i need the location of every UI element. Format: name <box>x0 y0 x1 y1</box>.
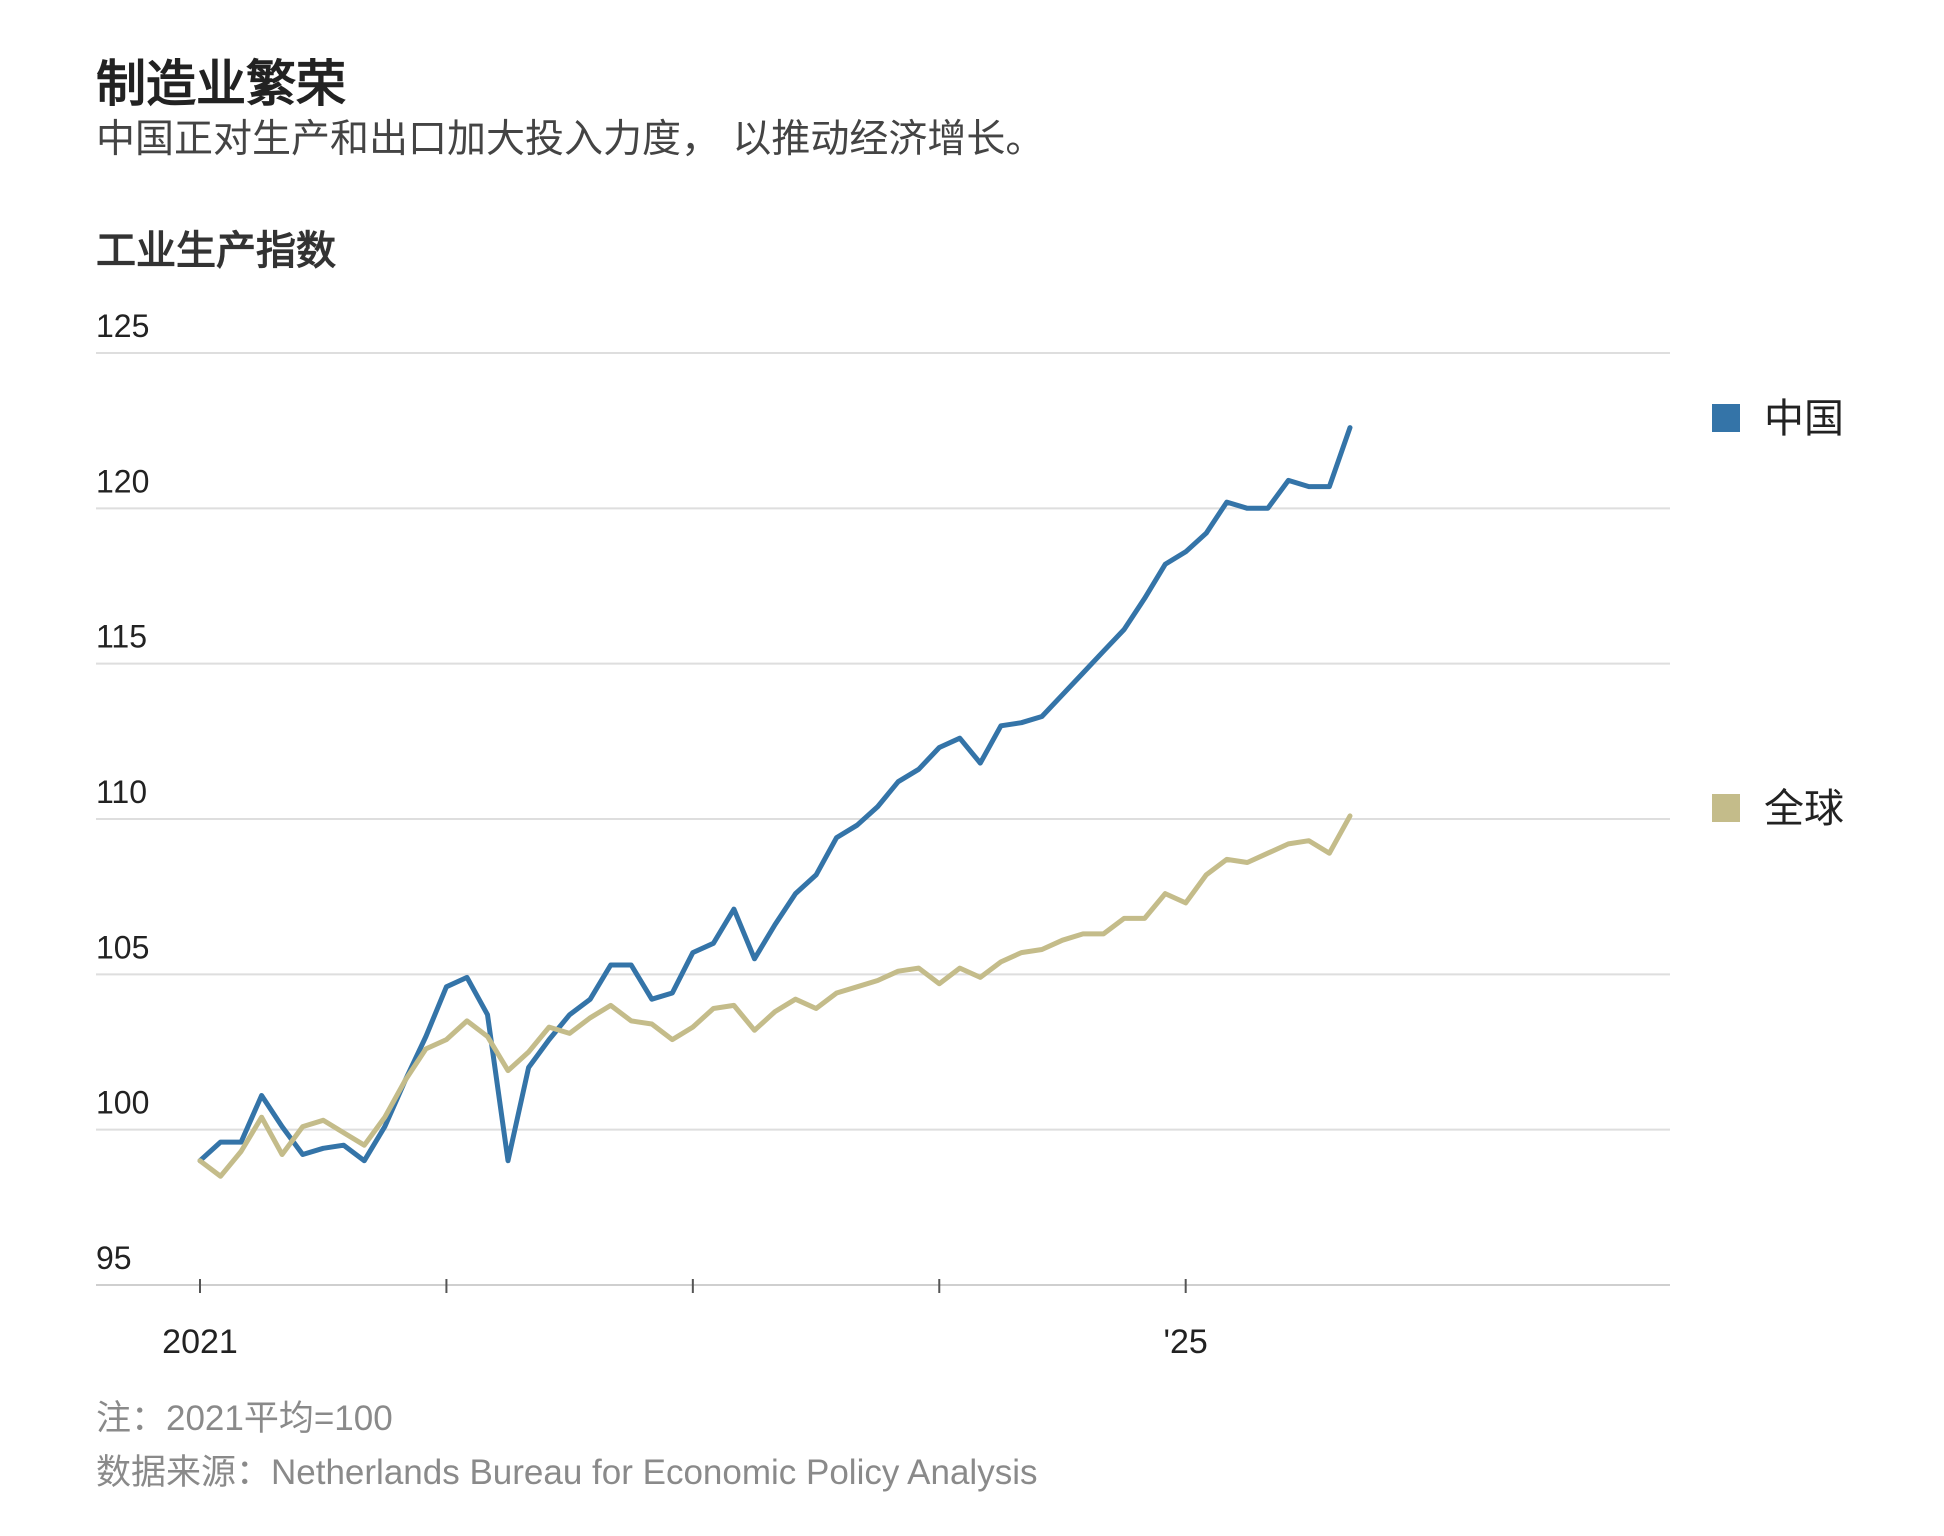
y-tick-label-120: 120 <box>96 463 149 499</box>
y-tick-label-95: 95 <box>96 1240 132 1276</box>
x-axis <box>96 1279 1670 1293</box>
y-tick-label-115: 115 <box>96 619 147 655</box>
series-line-global <box>197 813 1353 1179</box>
series-line-china <box>197 425 1353 1164</box>
chart-subtitle: 中国正对生产和出口加大投入力度， 以推动经济增长。 <box>96 117 1045 162</box>
legend-label-global: 全球 <box>1764 786 1844 832</box>
y-tick-label-105: 105 <box>96 929 149 965</box>
grid-lines <box>96 352 1670 1131</box>
y-axis-labels: 95 100 105 110 115 120 125 <box>96 308 149 1276</box>
legend-label-china: 中国 <box>1764 396 1844 442</box>
chart-title: 制造业繁荣 <box>96 55 346 113</box>
y-tick-label-110: 110 <box>96 774 147 810</box>
x-tick-label-0: 2021 <box>162 1323 238 1361</box>
y-tick-label-125: 125 <box>96 308 149 344</box>
footnote-source: 数据来源：Netherlands Bureau for Economic Pol… <box>96 1453 1038 1492</box>
legend-swatch-china <box>1712 404 1740 432</box>
footnote-note: 注：2021平均=100 <box>96 1399 393 1438</box>
chart-heading: 工业生产指数 <box>96 228 336 274</box>
y-tick-label-100: 100 <box>96 1085 149 1121</box>
x-axis-labels: 2021 '25 <box>162 1323 1208 1361</box>
series-lines <box>197 425 1353 1179</box>
legend-swatch-global <box>1712 794 1740 822</box>
x-tick-label-4: '25 <box>1164 1323 1208 1361</box>
